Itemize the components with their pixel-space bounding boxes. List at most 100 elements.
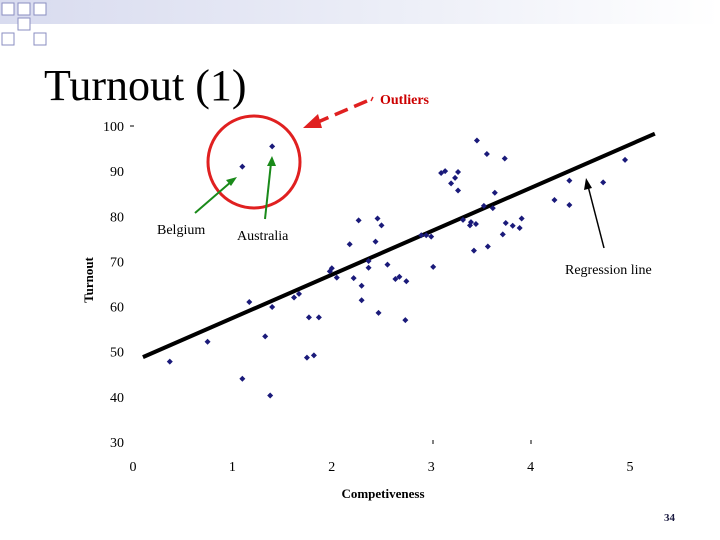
data-point	[452, 174, 459, 181]
data-point	[396, 273, 403, 280]
data-point	[239, 163, 246, 170]
data-point	[315, 314, 322, 321]
y-tick-label: 30	[110, 436, 124, 451]
data-point	[467, 219, 474, 226]
outlier-tick	[370, 96, 374, 102]
data-point	[374, 215, 381, 222]
data-point	[423, 232, 430, 239]
data-point	[502, 220, 509, 227]
data-point	[489, 205, 496, 212]
data-point	[262, 333, 269, 340]
data-point	[402, 317, 409, 324]
data-point	[448, 180, 455, 187]
data-point	[483, 150, 490, 157]
data-point	[204, 338, 211, 345]
data-point	[600, 179, 607, 186]
data-point	[333, 274, 340, 281]
data-point	[305, 314, 312, 321]
data-point	[428, 233, 435, 240]
australia-arrowhead	[267, 156, 276, 166]
data-point	[384, 261, 391, 268]
data-point	[473, 137, 480, 144]
data-point	[442, 168, 449, 175]
x-tick-label: 5	[627, 460, 634, 475]
x-tick-labels: 0 1 2 3 4 5	[130, 460, 634, 475]
regression-label-arrow	[587, 185, 605, 249]
data-point	[291, 294, 298, 301]
data-point	[346, 241, 353, 248]
data-point	[358, 297, 365, 304]
data-point	[295, 290, 302, 297]
belgium-arrow	[194, 180, 233, 214]
data-point	[484, 243, 491, 250]
australia-arrow	[264, 162, 272, 220]
data-point	[480, 202, 487, 209]
data-point	[516, 225, 523, 232]
data-point	[375, 309, 382, 316]
data-point	[566, 177, 573, 184]
data-point	[455, 187, 462, 194]
data-point	[350, 275, 357, 282]
data-point	[455, 169, 462, 176]
y-tick-labels: 30 40 50 60 70 80 90 100	[103, 120, 124, 451]
regression-line	[142, 131, 656, 359]
y-tick-label: 80	[110, 210, 124, 225]
data-point	[460, 216, 467, 223]
data-point	[491, 189, 498, 196]
data-point	[472, 220, 479, 227]
data-point	[355, 217, 362, 224]
outliers-label: Outliers	[380, 93, 430, 108]
x-tick-label: 4	[527, 460, 534, 475]
regression-line-label: Regression line	[565, 263, 652, 278]
data-point	[566, 202, 573, 208]
data-point	[470, 247, 477, 254]
y-tick-label: 60	[110, 301, 124, 316]
x-tick-label: 0	[130, 460, 137, 475]
outlier-arrow	[317, 99, 368, 124]
data-point	[430, 263, 437, 270]
data-point	[246, 299, 253, 306]
data-point	[310, 352, 317, 359]
data-point	[378, 222, 385, 229]
header-square	[1, 32, 15, 46]
data-points	[166, 137, 629, 399]
belgium-arrowhead	[226, 177, 237, 186]
regression-label-arrowhead	[584, 178, 592, 190]
data-point	[501, 155, 508, 162]
page-number: 34	[664, 512, 675, 524]
data-point	[269, 304, 276, 311]
outlier-arrowhead	[303, 114, 322, 128]
data-point	[166, 358, 173, 365]
data-point	[392, 276, 399, 283]
y-tick-label: 100	[103, 120, 124, 135]
y-tick-label: 70	[110, 255, 124, 270]
data-point	[267, 392, 274, 399]
x-axis-label: Competiveness	[341, 486, 424, 501]
header-decoration	[0, 0, 720, 46]
data-point	[328, 265, 335, 272]
outlier-circle	[206, 114, 302, 210]
y-axis-label: Turnout	[81, 256, 96, 302]
data-point	[358, 282, 365, 289]
australia-label: Australia	[237, 229, 289, 244]
y-tick-label: 50	[110, 346, 124, 361]
belgium-label: Belgium	[157, 223, 205, 238]
data-point	[622, 156, 629, 163]
data-point	[403, 278, 410, 285]
slide-title: Turnout (1)	[44, 61, 247, 110]
data-point	[518, 215, 525, 222]
data-point	[418, 232, 425, 239]
data-point	[499, 231, 506, 238]
header-square	[33, 32, 47, 46]
data-point	[303, 354, 310, 361]
data-point	[509, 222, 516, 229]
data-point	[365, 264, 372, 271]
header-square	[1, 2, 15, 16]
header-square	[17, 2, 31, 16]
x-tick-label: 2	[328, 460, 335, 475]
y-tick-label: 90	[110, 165, 124, 180]
data-point	[551, 197, 558, 204]
y-tick-label: 40	[110, 391, 124, 406]
header-square	[33, 2, 47, 16]
